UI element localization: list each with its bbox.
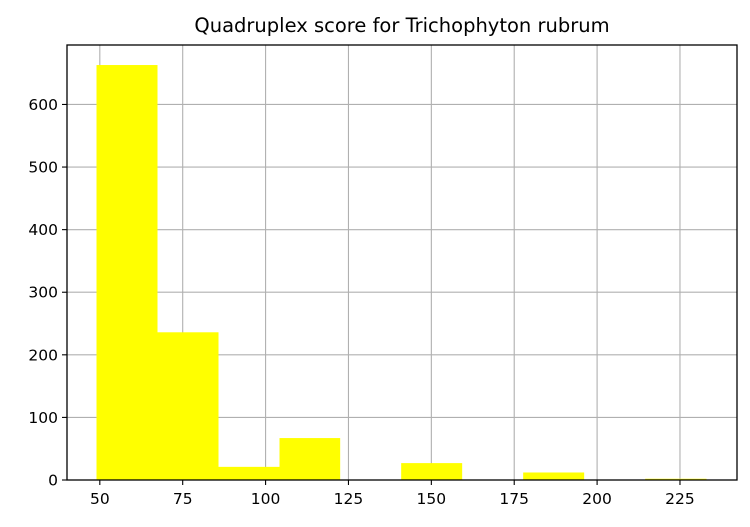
histogram-bar-5 bbox=[401, 463, 463, 480]
y-tick-label-4: 400 bbox=[28, 221, 58, 239]
y-tick-label-5: 500 bbox=[28, 159, 58, 177]
x-tick-label-3: 125 bbox=[334, 490, 364, 508]
histogram-bar-1 bbox=[157, 332, 219, 480]
x-tick-label-6: 200 bbox=[582, 490, 612, 508]
x-tick-label-5: 175 bbox=[499, 490, 529, 508]
histogram-bar-3 bbox=[279, 438, 341, 480]
histogram-bar-2 bbox=[218, 466, 280, 480]
y-axis-ticks: 0 100 200 300 400 500 600 bbox=[28, 96, 67, 490]
y-tick-label-1: 100 bbox=[28, 409, 58, 427]
y-tick-label-0: 0 bbox=[48, 472, 58, 490]
chart-title: Quadruplex score for Trichophyton rubrum bbox=[194, 14, 609, 37]
x-tick-label-0: 50 bbox=[90, 490, 110, 508]
x-tick-label-4: 150 bbox=[417, 490, 447, 508]
x-tick-label-2: 100 bbox=[251, 490, 281, 508]
y-tick-label-2: 200 bbox=[28, 346, 58, 364]
x-axis-ticks: 50 75 100 125 150 175 200 225 bbox=[90, 480, 695, 508]
x-tick-label-7: 225 bbox=[665, 490, 695, 508]
histogram-bars bbox=[96, 65, 707, 480]
histogram-bar-0 bbox=[96, 65, 158, 480]
x-tick-label-1: 75 bbox=[173, 490, 193, 508]
histogram-bar-7 bbox=[523, 472, 585, 480]
y-tick-label-3: 300 bbox=[28, 284, 58, 302]
y-tick-label-6: 600 bbox=[28, 96, 58, 114]
plot-frame bbox=[66, 44, 738, 481]
